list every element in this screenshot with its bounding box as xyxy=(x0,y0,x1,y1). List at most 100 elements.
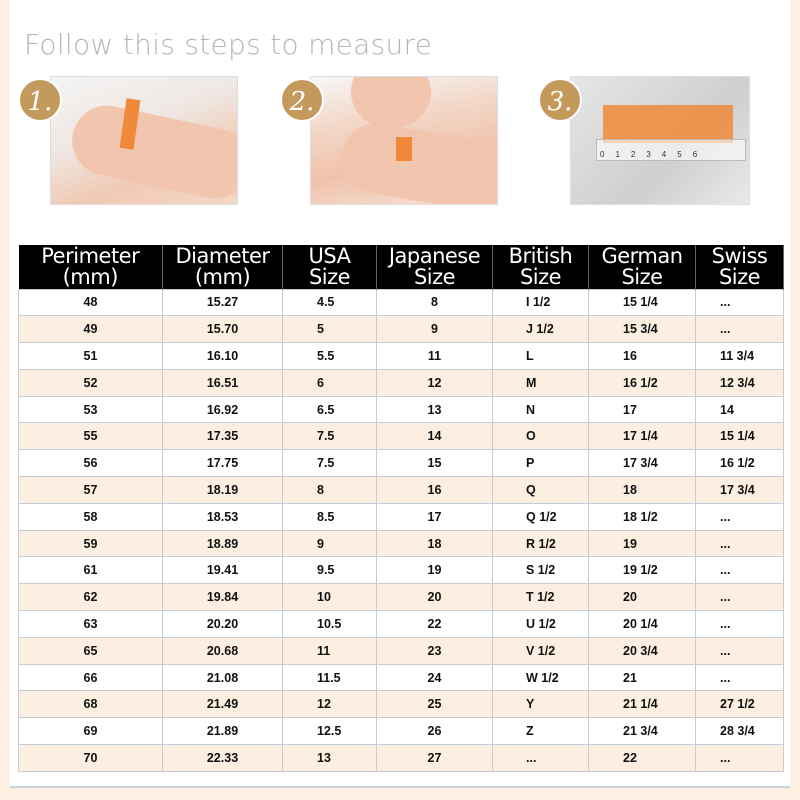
cell-german: 15 3/4 xyxy=(588,315,696,344)
cell-perimeter: 52 xyxy=(18,368,163,397)
cell-swiss: 16 1/2 xyxy=(695,449,784,478)
step-2-badge: 2. xyxy=(280,78,324,122)
cell-swiss: ... xyxy=(695,529,784,558)
table-row: 49 15.70 5 9 J 1/2 15 3/4... xyxy=(18,315,784,344)
header-japanese: Japanese Size xyxy=(376,245,493,289)
table-row: 52 16.51 6 12 M 16 1/2 12 3/4 xyxy=(18,368,784,397)
cell-british: S 1/2 xyxy=(492,556,589,585)
cell-perimeter: 55 xyxy=(18,422,163,451)
table-row: 63 20.20 10.5 22 U 1/2 20 1/4... xyxy=(18,610,784,638)
cell-german: 22 xyxy=(588,744,696,772)
cell-swiss: 17 3/4 xyxy=(695,476,784,504)
cell-usa: 10 xyxy=(282,583,377,612)
cell-perimeter: 68 xyxy=(18,690,163,719)
cell-swiss: 27 1/2 xyxy=(695,690,784,719)
cell-diameter: 18.53 xyxy=(162,502,283,531)
cell-japanese: 17 xyxy=(376,502,493,531)
header-usa: USA Size xyxy=(282,243,377,289)
cell-diameter: 22.33 xyxy=(162,744,283,772)
cell-usa: 9 xyxy=(282,529,377,558)
cell-german: 16 1/2 xyxy=(588,368,696,397)
header-british: British Size xyxy=(492,245,589,289)
cell-swiss: ... xyxy=(695,744,784,772)
cell-swiss: ... xyxy=(695,288,784,317)
table-row: 48 15.27 4.5 8 I 1/2 15 1/4... xyxy=(18,288,784,317)
cell-british: Q xyxy=(492,476,589,504)
cell-perimeter: 66 xyxy=(18,663,163,692)
cell-swiss: 28 3/4 xyxy=(695,717,784,746)
cell-japanese: 16 xyxy=(376,476,493,504)
cell-diameter: 17.35 xyxy=(162,422,283,451)
header-line: USA xyxy=(308,243,351,268)
cell-diameter: 20.20 xyxy=(162,610,283,638)
cell-british: U 1/2 xyxy=(492,610,589,638)
cell-german: 19 1/2 xyxy=(588,556,696,585)
cell-german: 16 xyxy=(588,342,696,370)
cell-swiss: 12 3/4 xyxy=(695,368,784,397)
cell-british: Q 1/2 xyxy=(492,502,589,531)
cell-perimeter: 49 xyxy=(18,315,163,344)
cell-german: 21 3/4 xyxy=(588,717,696,746)
table-row: 69 21.89 12.5 26 Z 21 3/4 28 3/4 xyxy=(18,717,784,746)
cell-japanese: 13 xyxy=(376,395,493,424)
cell-british: V 1/2 xyxy=(492,636,589,665)
cell-swiss: ... xyxy=(695,663,784,692)
cell-german: 20 1/4 xyxy=(588,610,696,638)
cell-diameter: 15.70 xyxy=(162,315,283,344)
cell-diameter: 19.84 xyxy=(162,583,283,612)
cell-german: 20 xyxy=(588,583,696,612)
cell-diameter: 18.19 xyxy=(162,476,283,504)
cell-usa: 10.5 xyxy=(282,610,377,638)
header-perimeter: Perimeter (mm) xyxy=(18,245,163,289)
cell-german: 17 1/4 xyxy=(588,422,696,451)
cell-british: Z xyxy=(492,717,589,746)
cell-british: N xyxy=(492,395,589,424)
cell-swiss: ... xyxy=(695,315,784,344)
cell-swiss: ... xyxy=(695,636,784,665)
cell-british: W 1/2 xyxy=(492,663,589,692)
cell-german: 18 xyxy=(588,476,696,504)
step-2-photo xyxy=(310,76,498,205)
cell-usa: 12 xyxy=(282,690,377,719)
cell-swiss: 11 3/4 xyxy=(695,342,784,370)
cell-british: ... xyxy=(492,744,589,772)
cell-german: 20 3/4 xyxy=(588,636,696,665)
cell-perimeter: 62 xyxy=(18,583,163,612)
cell-british: O xyxy=(492,422,589,451)
header-line: Size xyxy=(308,264,351,289)
cell-british: J 1/2 xyxy=(492,315,589,344)
header-german: German Size xyxy=(588,245,696,289)
header-line: Size xyxy=(718,264,761,289)
cell-perimeter: 56 xyxy=(18,449,163,478)
cell-german: 18 1/2 xyxy=(588,502,696,531)
table-row: 61 19.41 9.5 19 S 1/2 19 1/2... xyxy=(18,556,784,585)
table-row: 70 22.33 13 27... 22... xyxy=(18,744,784,772)
cell-british: T 1/2 xyxy=(492,583,589,612)
ruler: 0123456 xyxy=(596,139,746,161)
cell-german: 21 xyxy=(588,663,696,692)
cell-perimeter: 57 xyxy=(18,476,163,504)
cell-perimeter: 63 xyxy=(18,610,163,638)
cell-japanese: 20 xyxy=(376,583,493,612)
cell-diameter: 21.08 xyxy=(162,663,283,692)
cell-perimeter: 58 xyxy=(18,502,163,531)
cell-usa: 4.5 xyxy=(282,288,377,317)
table-row: 55 17.35 7.5 14 O 17 1/4 15 1/4 xyxy=(18,422,784,451)
cell-japanese: 24 xyxy=(376,663,493,692)
header-line: Swiss xyxy=(711,243,768,268)
cell-japanese: 11 xyxy=(376,342,493,370)
cell-german: 17 xyxy=(588,395,696,424)
table-row: 58 18.53 8.5 17 Q 1/2 18 1/2... xyxy=(18,502,784,531)
cell-usa: 7.5 xyxy=(282,449,377,478)
cell-swiss: ... xyxy=(695,610,784,638)
table-row: 59 18.89 9 18 R 1/2 19... xyxy=(18,529,784,558)
cell-usa: 12.5 xyxy=(282,717,377,746)
cell-british: M xyxy=(492,368,589,397)
cell-japanese: 25 xyxy=(376,690,493,719)
cell-german: 21 1/4 xyxy=(588,690,696,719)
header-line: Size xyxy=(519,264,562,289)
cell-german: 15 1/4 xyxy=(588,288,696,317)
cell-perimeter: 53 xyxy=(18,395,163,424)
table-row: 66 21.08 11.5 24 W 1/2 21... xyxy=(18,663,784,692)
header-line: (mm) xyxy=(194,264,251,289)
